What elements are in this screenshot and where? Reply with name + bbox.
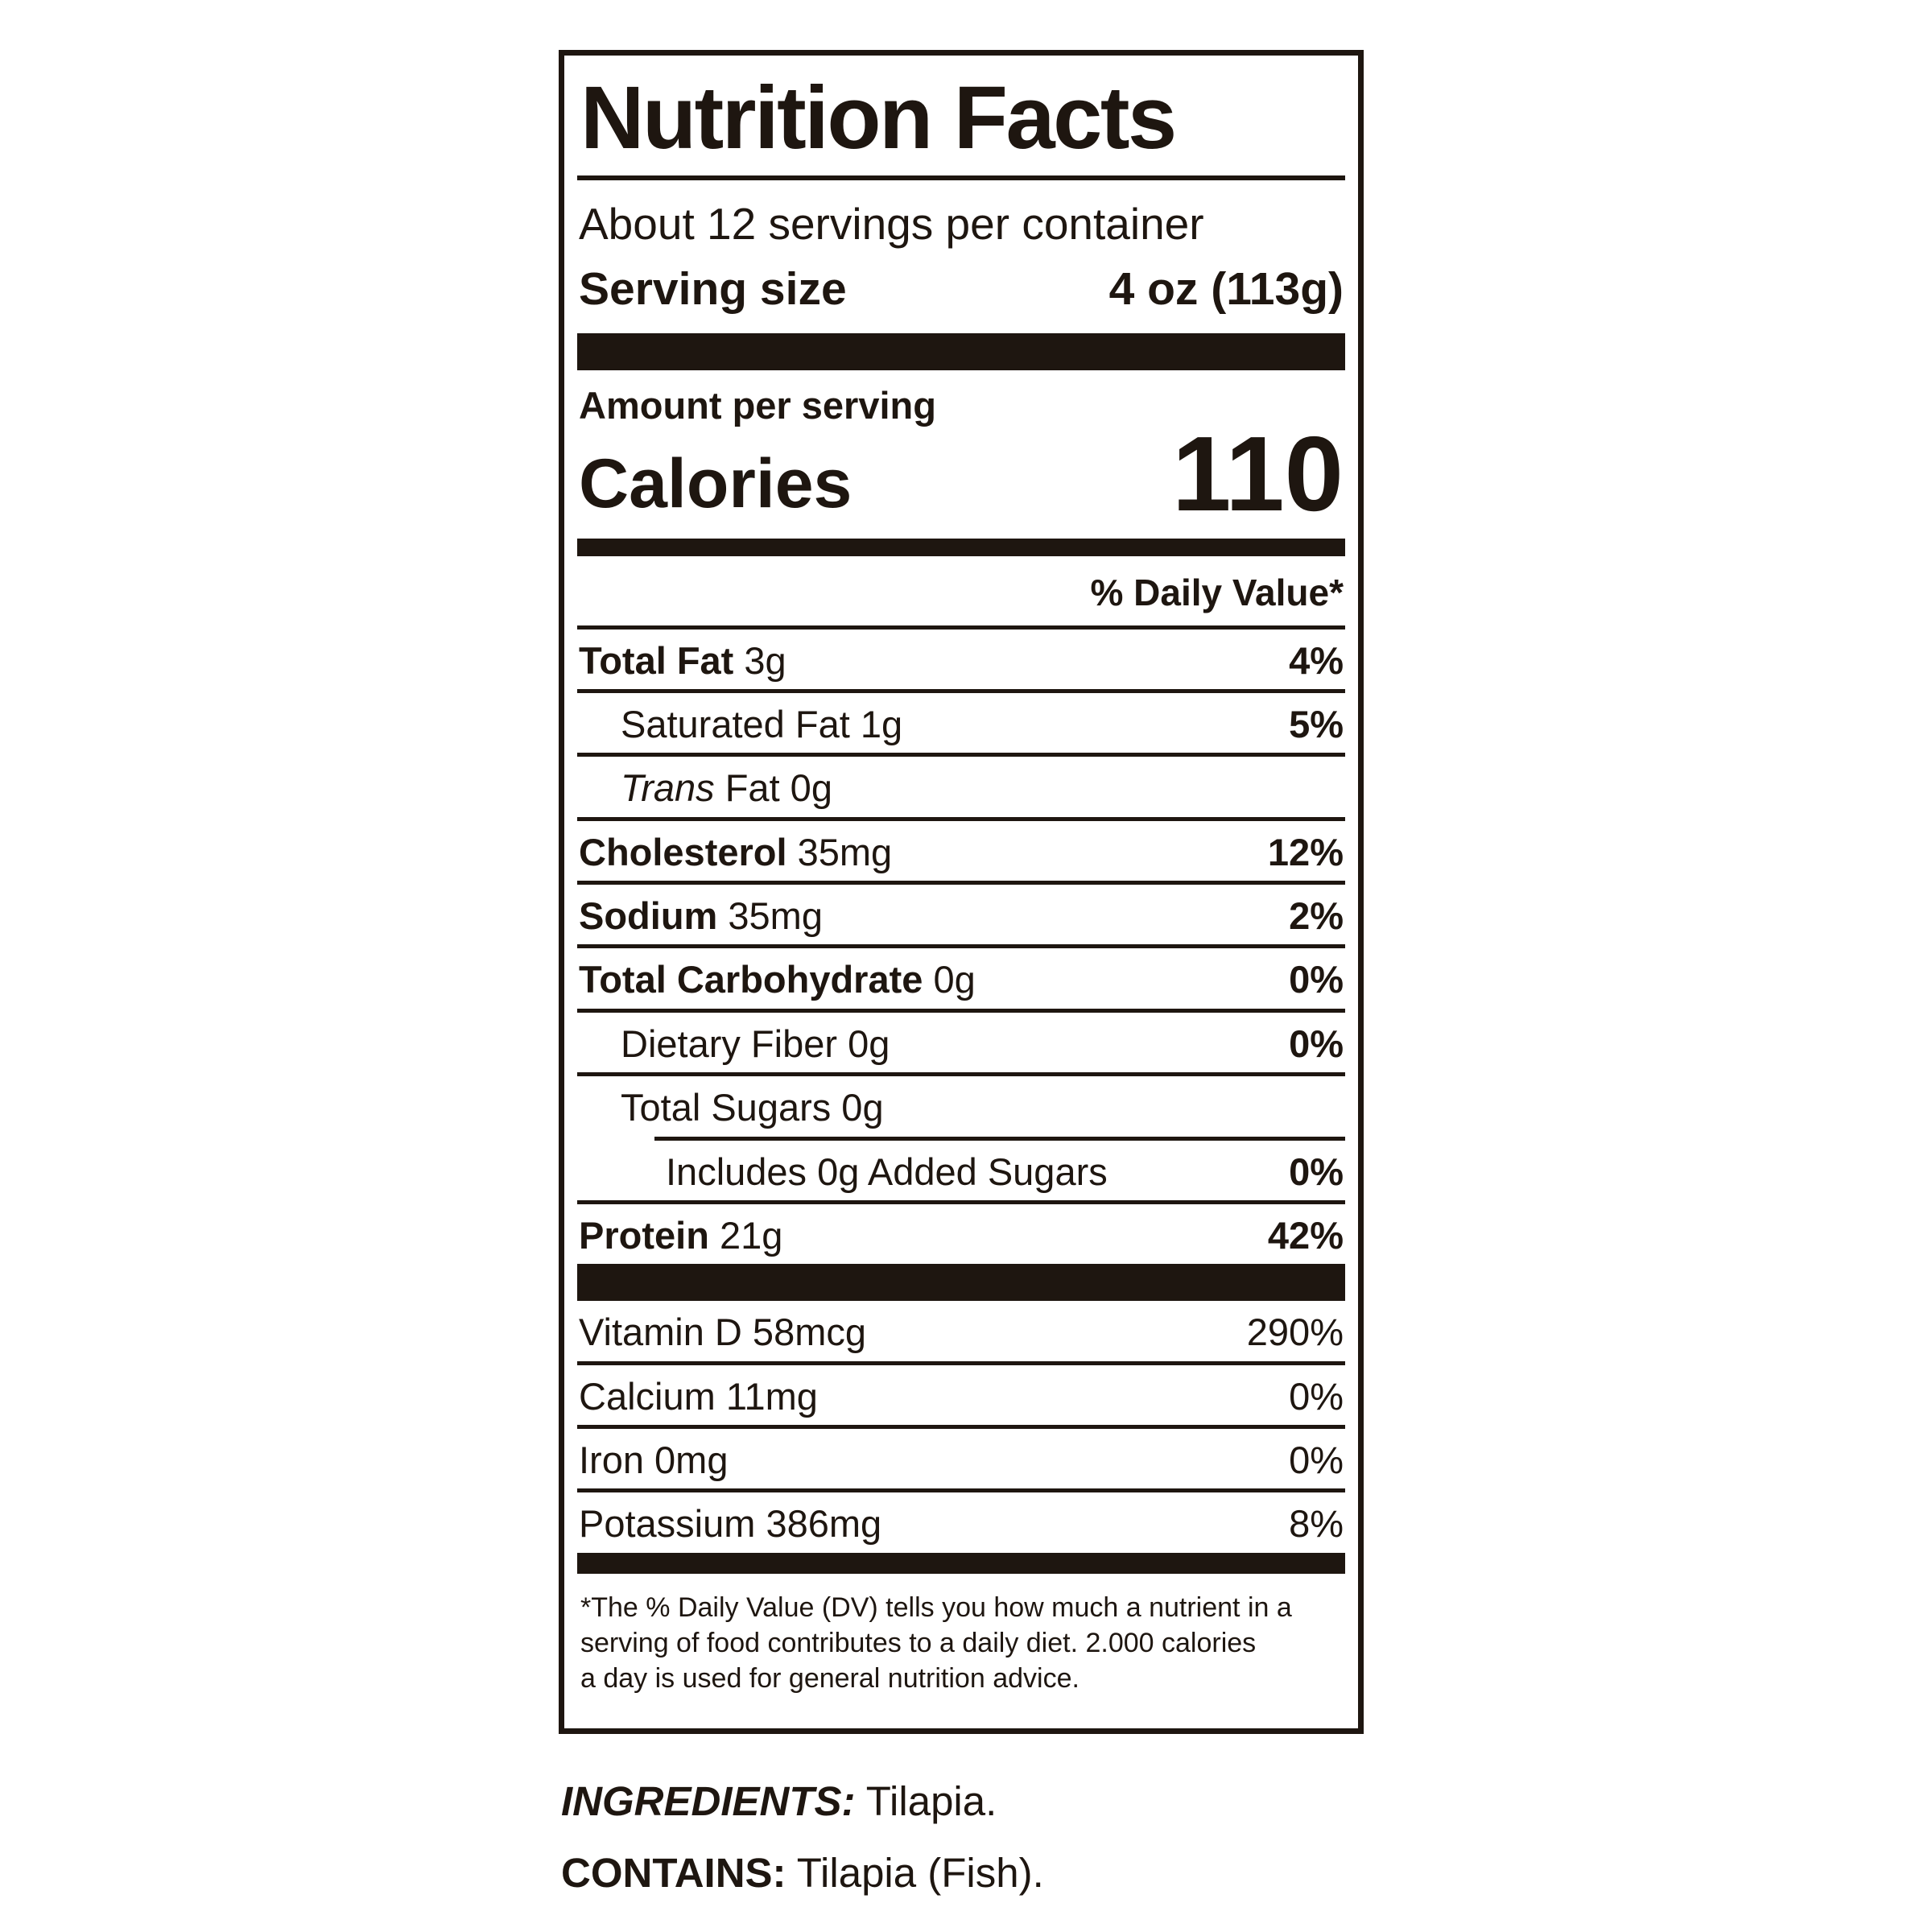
contains-line: CONTAINS: Tilapia (Fish). <box>561 1852 1044 1893</box>
row-trans-fat: Trans Fat 0g <box>577 753 1345 816</box>
row-total-fat: Total Fat 3g 4% <box>577 630 1345 689</box>
panel-title: Nutrition Facts <box>577 70 1345 180</box>
nutrient-daily-value: 12% <box>1267 830 1344 873</box>
ingredients-label: INGREDIENTS: <box>561 1778 856 1824</box>
nutrient-name: Vitamin D 58mcg <box>579 1311 866 1354</box>
row-cholesterol: Cholesterol 35mg 12% <box>577 816 1345 881</box>
micronutrients-table: Vitamin D 58mcg 290% Calcium 11mg 0% Iron 0m… <box>577 1301 1345 1552</box>
row-total-sugars: Total Sugars 0g <box>577 1072 1345 1136</box>
nutrient-name: Potassium 386mg <box>579 1502 882 1546</box>
nutrient-name: Saturated Fat 1g <box>621 703 903 746</box>
daily-value-header: % Daily Value* <box>577 556 1345 630</box>
nutrient-name: Total Carbohydrate 0g <box>579 958 976 1001</box>
nutrient-name: Cholesterol 35mg <box>579 830 893 873</box>
nutrient-name: Total Sugars 0g <box>621 1086 884 1129</box>
nutrient-name: Includes 0g Added Sugars <box>666 1150 1108 1193</box>
contains-label: CONTAINS: <box>561 1850 786 1896</box>
divider-bar-medium <box>577 538 1345 556</box>
footnote-line: serving of food contributes to a daily d… <box>580 1627 1257 1658</box>
nutrient-name: Protein 21g <box>579 1213 783 1257</box>
nutrient-name: Iron 0mg <box>579 1438 729 1481</box>
row-iron: Iron 0mg 0% <box>577 1424 1345 1488</box>
divider-bar-bottom <box>577 1552 1345 1574</box>
nutrient-name: Sodium 35mg <box>579 894 823 938</box>
nutrient-daily-value: 0% <box>1289 1374 1344 1418</box>
daily-value-footnote: *The % Daily Value (DV) tells you how mu… <box>577 1574 1345 1697</box>
nutrient-daily-value: 5% <box>1289 703 1344 746</box>
row-added-sugars: Includes 0g Added Sugars 0% <box>654 1136 1345 1200</box>
row-total-carbohydrate: Total Carbohydrate 0g 0% <box>577 944 1345 1008</box>
nutrient-daily-value: 4% <box>1289 638 1344 682</box>
row-calcium: Calcium 11mg 0% <box>577 1360 1345 1425</box>
nutrients-table: Total Fat 3g 4% Saturated Fat 1g 5% Trans Fa… <box>577 630 1345 1264</box>
divider-bar-thick <box>577 1264 1345 1302</box>
nutrition-facts-panel: Nutrition Facts About 12 servings per co… <box>559 50 1364 1734</box>
nutrient-name: Trans Fat 0g <box>621 766 832 810</box>
amount-per-serving-label: Amount per serving <box>579 383 936 427</box>
nutrient-daily-value: 0% <box>1289 1438 1344 1481</box>
row-dietary-fiber: Dietary Fiber 0g 0% <box>577 1008 1345 1072</box>
nutrient-daily-value: 2% <box>1289 894 1344 938</box>
row-sodium: Sodium 35mg 2% <box>577 881 1345 944</box>
footnote-line: a day is used for general nutrition advi… <box>580 1662 1080 1694</box>
ingredients-line: INGREDIENTS: Tilapia. <box>561 1781 1044 1822</box>
nutrient-name: Dietary Fiber 0g <box>621 1022 890 1065</box>
row-vitamin-d: Vitamin D 58mcg 290% <box>577 1301 1345 1360</box>
nutrient-daily-value: 290% <box>1246 1311 1344 1354</box>
serving-size-value: 4 oz (113g) <box>1108 262 1344 315</box>
servings-per-container: About 12 servings per container <box>579 198 1204 249</box>
nutrient-name: Calcium 11mg <box>579 1374 818 1418</box>
nutrient-name: Total Fat 3g <box>579 638 786 682</box>
ingredients-block: INGREDIENTS: Tilapia. CONTAINS: Tilapia … <box>561 1781 1044 1924</box>
nutrient-daily-value: 42% <box>1267 1213 1344 1257</box>
serving-size-label: Serving size <box>579 262 847 315</box>
row-saturated-fat: Saturated Fat 1g 5% <box>577 689 1345 753</box>
nutrient-daily-value: 0% <box>1289 1022 1344 1065</box>
nutrient-daily-value: 0% <box>1289 958 1344 1001</box>
contains-value: Tilapia (Fish). <box>786 1850 1044 1896</box>
divider-bar-thick <box>577 332 1345 370</box>
calories-label: Calories <box>579 445 852 523</box>
calories-value: 110 <box>1172 414 1344 533</box>
row-potassium: Potassium 386mg 8% <box>577 1488 1345 1552</box>
row-protein: Protein 21g 42% <box>577 1199 1345 1264</box>
nutrient-daily-value: 8% <box>1289 1502 1344 1546</box>
serving-size-row: Serving size 4 oz (113g) <box>577 253 1345 333</box>
calories-row: Calories 110 <box>577 414 1345 534</box>
ingredients-value: Tilapia. <box>855 1778 997 1824</box>
footnote-line: *The % Daily Value (DV) tells you how mu… <box>580 1591 1292 1623</box>
nutrient-daily-value: 0% <box>1289 1150 1344 1193</box>
